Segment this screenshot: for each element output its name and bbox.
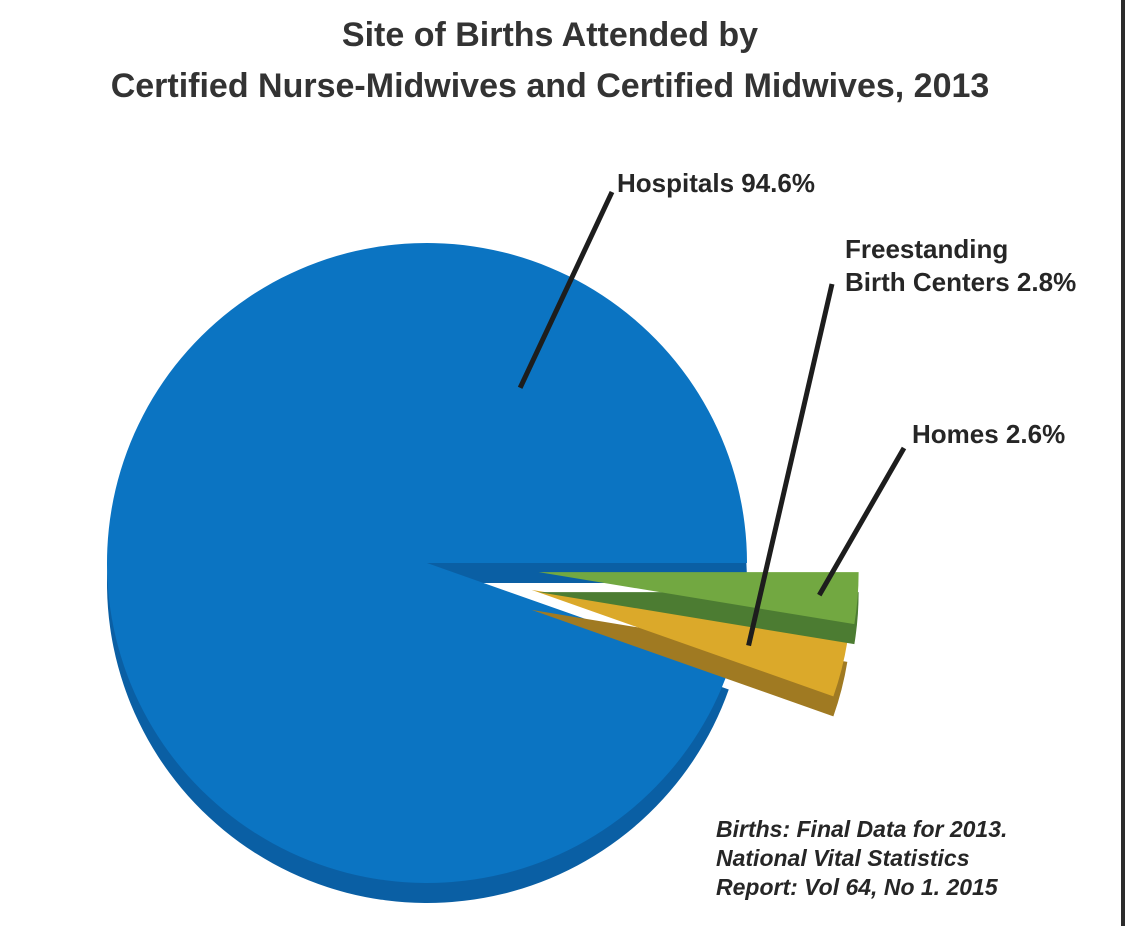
leader-line-homes [817,446,907,597]
chart-title: Site of Births Attended by Certified Nur… [0,10,1100,112]
leader-lines [517,190,907,647]
label-homes: Homes 2.6% [912,419,1065,449]
label-hospitals-line-1: Hospitals 94.6% [617,168,815,198]
label-birth-centers-line-1: Freestanding [845,234,1008,264]
source-citation: Births: Final Data for 2013. National Vi… [716,815,1007,902]
source-line-1: Births: Final Data for 2013. [716,816,1008,842]
chart-title-line-1: Site of Births Attended by [341,16,759,54]
slice-freestanding-birth-centers [531,589,848,697]
source-line-3: Report: Vol 64, No 1. 2015 [716,874,998,900]
leader-line-freestanding-birth-centers [746,283,835,647]
chart-title-line-2: Certified Nurse-Midwives and Certified M… [110,67,990,105]
slice-homes [538,572,859,625]
slice-hospitals [107,242,748,883]
leader-line-hospitals [517,190,615,389]
label-hospitals: Hospitals 94.6% [617,168,815,198]
pie-slices [107,242,859,903]
label-birth-centers-line-2: Birth Centers 2.8% [845,267,1076,297]
source-line-2: National Vital Statistics [716,845,970,871]
label-birth-centers: Freestanding Birth Centers 2.8% [845,234,1076,297]
slice-side-freestanding-birth-centers [531,609,848,717]
label-homes-line-1: Homes 2.6% [912,419,1065,449]
right-border [1121,0,1125,926]
